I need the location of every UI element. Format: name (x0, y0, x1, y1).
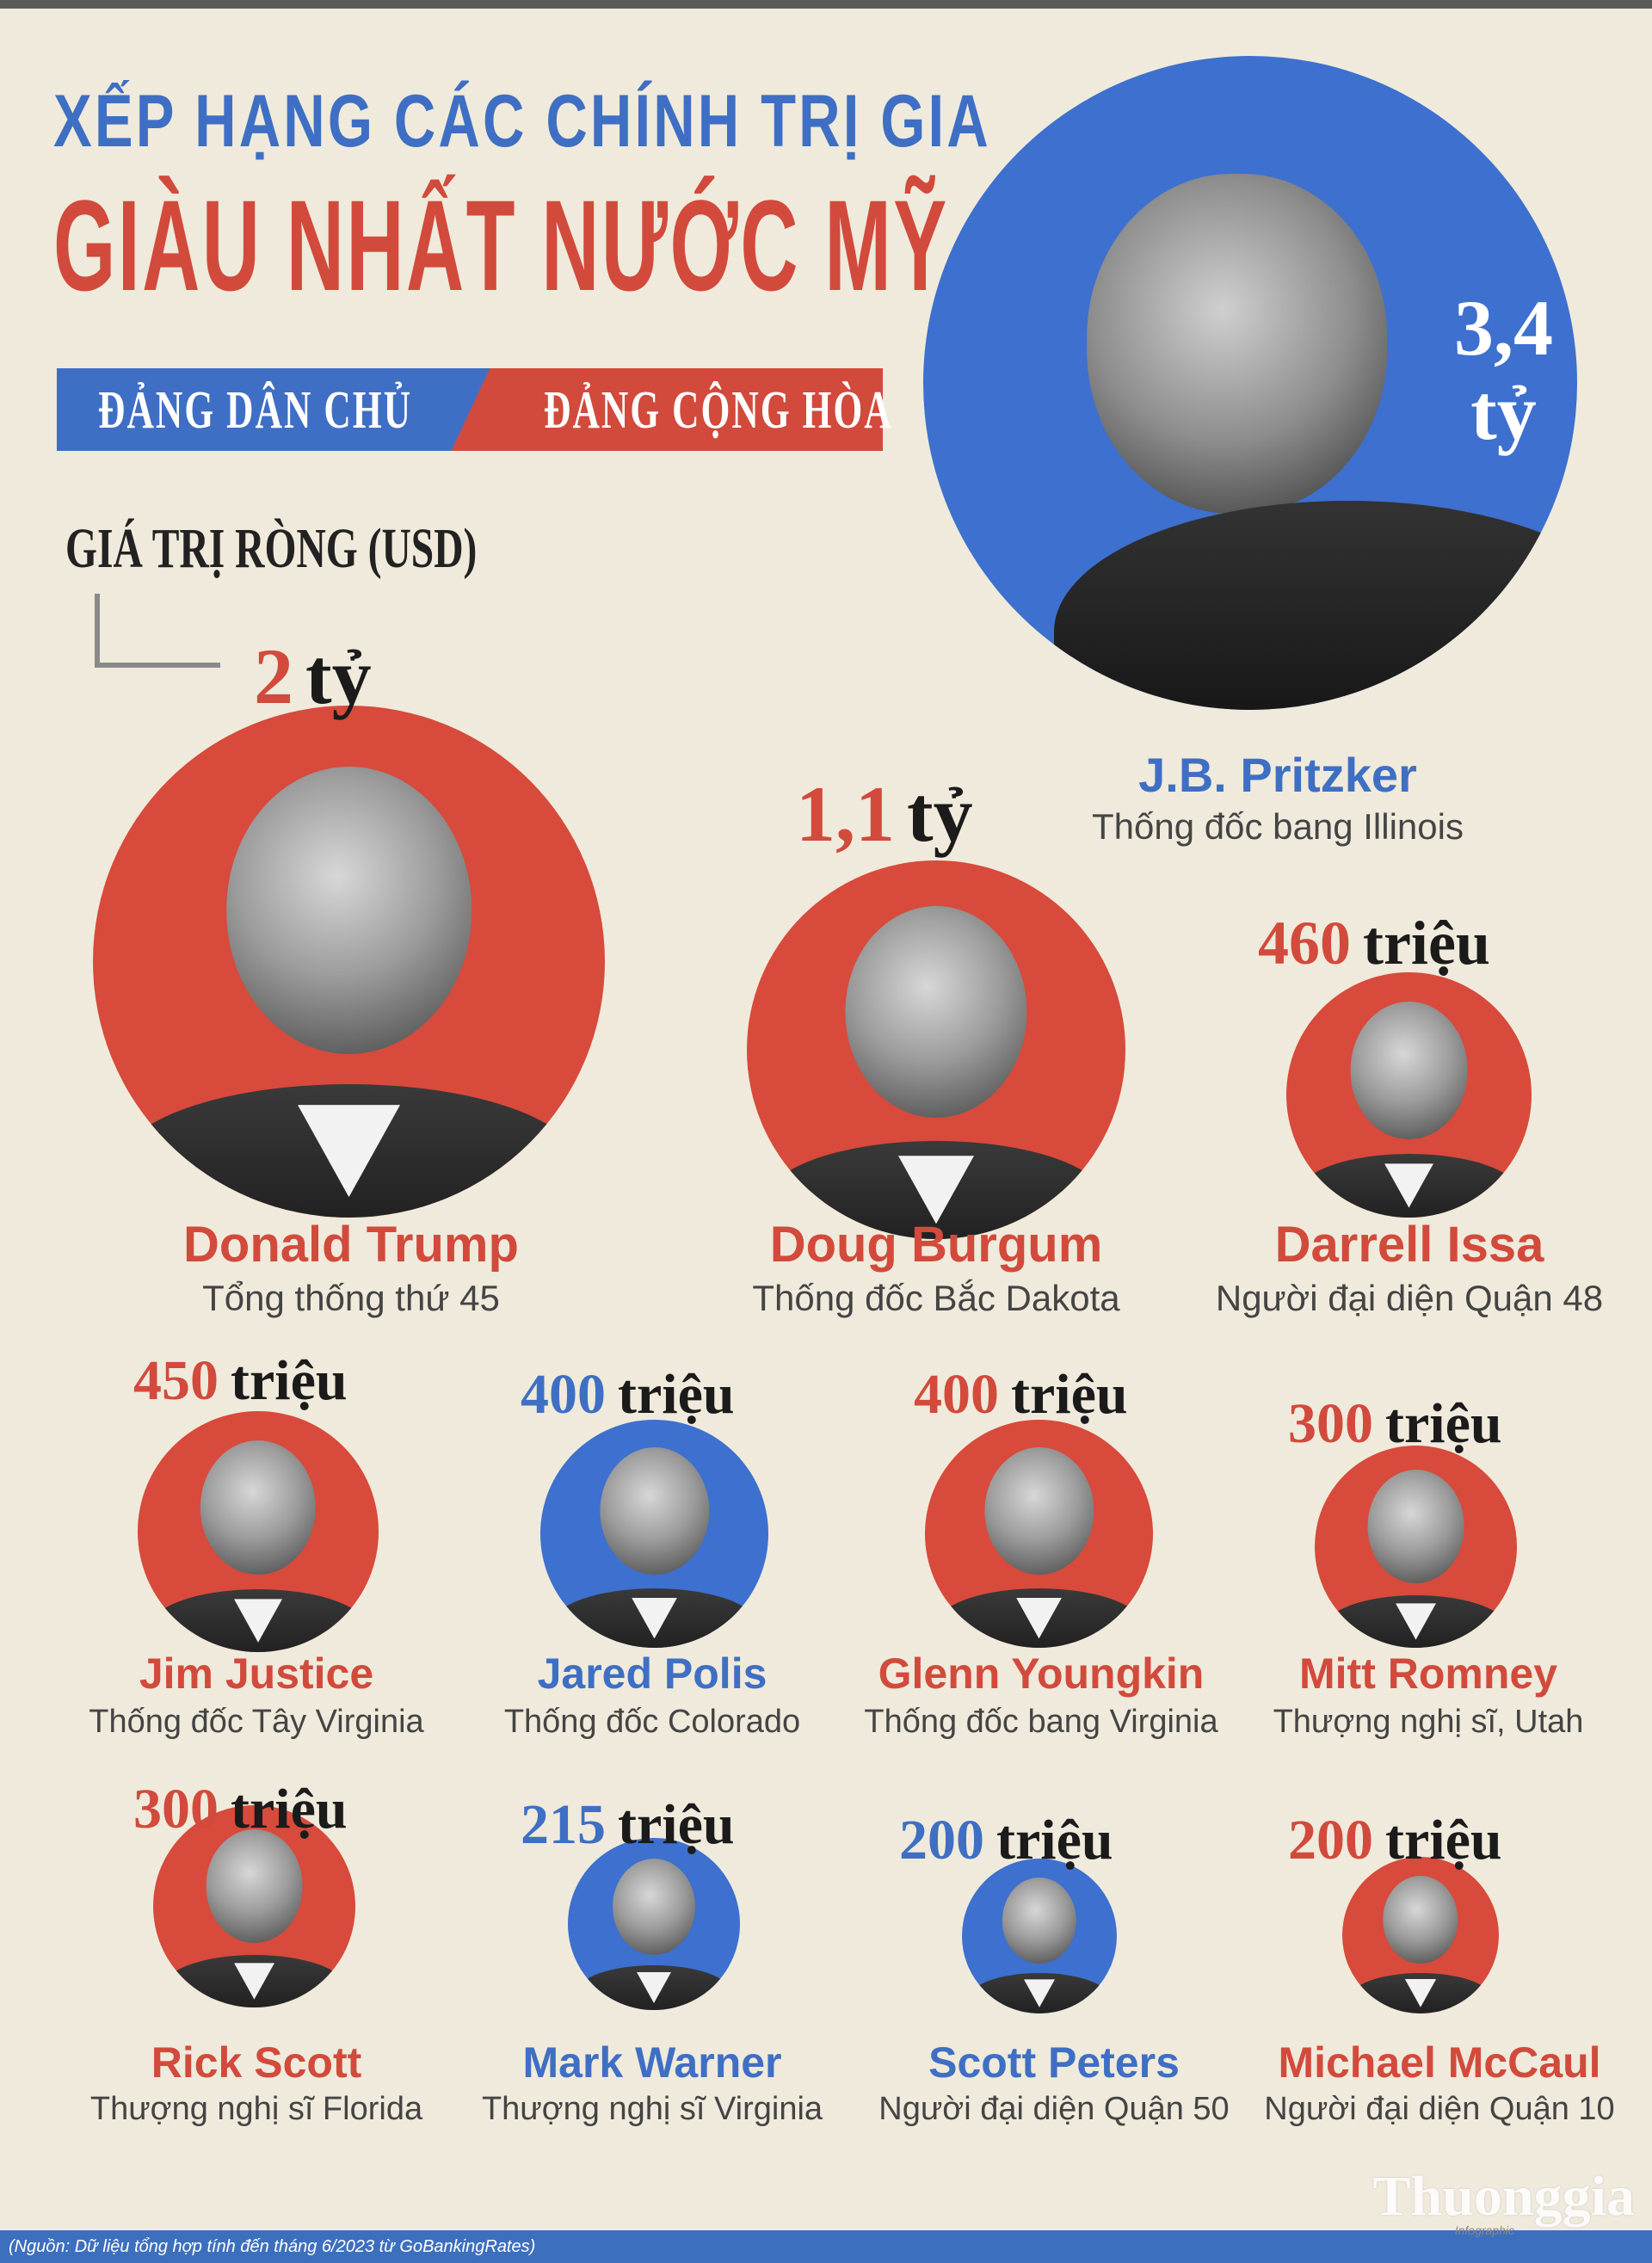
net-worth-value: 450 (133, 1349, 219, 1412)
top-bar (0, 0, 1652, 9)
portrait-jim-justice (138, 1411, 379, 1652)
portrait-glenn-youngkin (925, 1420, 1153, 1648)
net-worth-darrell-issa: 460 triệu (1258, 912, 1490, 974)
name-glenn-youngkin: Glenn Youngkin (878, 1649, 1205, 1698)
role-jared-polis: Thống đốc Colorado (503, 1704, 801, 1740)
net-worth-mitt-romney: 300 triệu (1288, 1396, 1502, 1452)
net-worth-value: 300 (1288, 1392, 1373, 1455)
portrait-darrell-issa (1286, 972, 1532, 1218)
portrait-head (1367, 1470, 1464, 1583)
legend-republican: ĐẢNG CỘNG HÒA (544, 381, 893, 440)
role-mitt-romney: Thượng nghị sĩ, Utah (1273, 1704, 1584, 1740)
role-donald-trump: Tổng thống thứ 45 (202, 1278, 500, 1318)
pritzker-body (1054, 500, 1577, 710)
net-worth-value: 400 (914, 1363, 999, 1426)
portrait-head (613, 1859, 695, 1955)
role-doug-burgum: Thống đốc Bắc Dakota (752, 1278, 1120, 1318)
net-worth-unit: triệu (618, 1363, 735, 1426)
portrait-donald-trump (93, 706, 605, 1218)
role-j-b-pritzker: Thống đốc bang Illinois (1092, 806, 1464, 847)
portrait-jared-polis (540, 1420, 768, 1648)
net-worth-value: 400 (521, 1363, 606, 1426)
net-worth-donald-trump: 2 tỷ (254, 637, 372, 716)
net-worth-unit: tỷ (1470, 368, 1537, 456)
portrait-head (1002, 1877, 1077, 1964)
role-glenn-youngkin: Thống đốc bang Virginia (864, 1704, 1218, 1740)
net-worth-j-b-pritzker: 3,4 tỷ (1454, 288, 1553, 452)
name-doug-burgum: Doug Burgum (769, 1217, 1103, 1273)
net-worth-label: GIÁ TRỊ RÒNG (USD) (65, 517, 478, 580)
portrait-rick-scott (153, 1805, 355, 2007)
role-jim-justice: Thống đốc Tây Virginia (89, 1704, 424, 1740)
name-rick-scott: Rick Scott (151, 2038, 362, 2087)
net-worth-value: 3,4 (1454, 284, 1553, 372)
pritzker-head (1087, 173, 1388, 514)
portrait-mitt-romney (1315, 1446, 1517, 1648)
name-j-b-pritzker: J.B. Pritzker (1138, 748, 1417, 802)
portrait-head (225, 767, 472, 1054)
portrait-head (200, 1440, 317, 1575)
portrait-head (1350, 1002, 1468, 1139)
role-scott-peters: Người đại diện Quận 50 (878, 2091, 1230, 2127)
role-darrell-issa: Người đại diện Quận 48 (1215, 1278, 1604, 1318)
portrait-michael-mccaul (1342, 1857, 1499, 2013)
net-worth-unit: triệu (1363, 909, 1490, 977)
footer-bar: (Nguồn: Dữ liệu tổng hợp tính đến tháng … (0, 2230, 1652, 2263)
net-worth-unit: tỷ (907, 770, 973, 858)
portrait-doug-burgum (747, 860, 1125, 1239)
portrait-scott-peters (962, 1859, 1117, 2013)
net-worth-unit: triệu (1385, 1809, 1502, 1871)
net-worth-unit: triệu (231, 1778, 348, 1841)
net-worth-value: 1,1 (796, 770, 895, 858)
net-worth-michael-mccaul: 200 triệu (1288, 1812, 1502, 1869)
net-worth-value: 2 (254, 632, 293, 720)
name-scott-peters: Scott Peters (928, 2038, 1180, 2087)
label-bracket (95, 594, 220, 668)
net-worth-value: 300 (133, 1778, 219, 1841)
net-worth-doug-burgum: 1,1 tỷ (796, 774, 973, 854)
portrait-head (1383, 1875, 1458, 1964)
net-worth-value: 460 (1258, 909, 1351, 977)
name-mitt-romney: Mitt Romney (1299, 1649, 1557, 1698)
net-worth-jim-justice: 450 triệu (133, 1353, 348, 1409)
net-worth-unit: triệu (1385, 1392, 1502, 1455)
source-note: (Nguồn: Dữ liệu tổng hợp tính đến tháng … (9, 2237, 536, 2256)
name-darrell-issa: Darrell Issa (1274, 1217, 1544, 1273)
net-worth-unit: triệu (1011, 1363, 1128, 1426)
net-worth-unit: triệu (231, 1349, 348, 1412)
title-line-2: GIÀU NHẤT NƯỚC MỸ (53, 173, 949, 318)
role-michael-mccaul: Người đại diện Quận 10 (1264, 2091, 1615, 2127)
net-worth-rick-scott: 300 triệu (133, 1781, 348, 1838)
name-jim-justice: Jim Justice (139, 1649, 374, 1698)
net-worth-scott-peters: 200 triệu (899, 1812, 1113, 1869)
name-mark-warner: Mark Warner (522, 2038, 782, 2087)
net-worth-mark-warner: 215 triệu (521, 1797, 735, 1853)
name-donald-trump: Donald Trump (183, 1217, 519, 1273)
portrait-head (845, 905, 1027, 1119)
net-worth-unit: triệu (996, 1809, 1113, 1871)
role-mark-warner: Thượng nghị sĩ Virginia (481, 2091, 823, 2127)
party-legend: ĐẢNG DÂN CHỦ ĐẢNG CỘNG HÒA (57, 368, 891, 451)
brand-logo-sub: Infographic (1454, 2223, 1514, 2237)
role-rick-scott: Thượng nghị sĩ Florida (89, 2091, 423, 2127)
portrait-mark-warner (568, 1838, 740, 2010)
net-worth-jared-polis: 400 triệu (521, 1366, 735, 1423)
net-worth-value: 200 (1288, 1809, 1373, 1871)
net-worth-unit: tỷ (305, 632, 372, 720)
title-line-1: XẾP HẠNG CÁC CHÍNH TRỊ GIA (53, 80, 991, 163)
net-worth-value: 215 (521, 1793, 606, 1856)
name-michael-mccaul: Michael McCaul (1278, 2038, 1601, 2087)
portrait-head (983, 1446, 1094, 1575)
net-worth-glenn-youngkin: 400 triệu (914, 1366, 1128, 1423)
name-jared-polis: Jared Polis (537, 1649, 767, 1698)
net-worth-unit: triệu (618, 1793, 735, 1856)
portrait-head (206, 1829, 303, 1943)
portrait-head (599, 1446, 710, 1575)
brand-logo: Thuonggia (1372, 2165, 1635, 2228)
legend-democrat: ĐẢNG DÂN CHỦ (98, 381, 413, 440)
net-worth-value: 200 (899, 1809, 984, 1871)
portrait-pritzker (923, 56, 1577, 710)
